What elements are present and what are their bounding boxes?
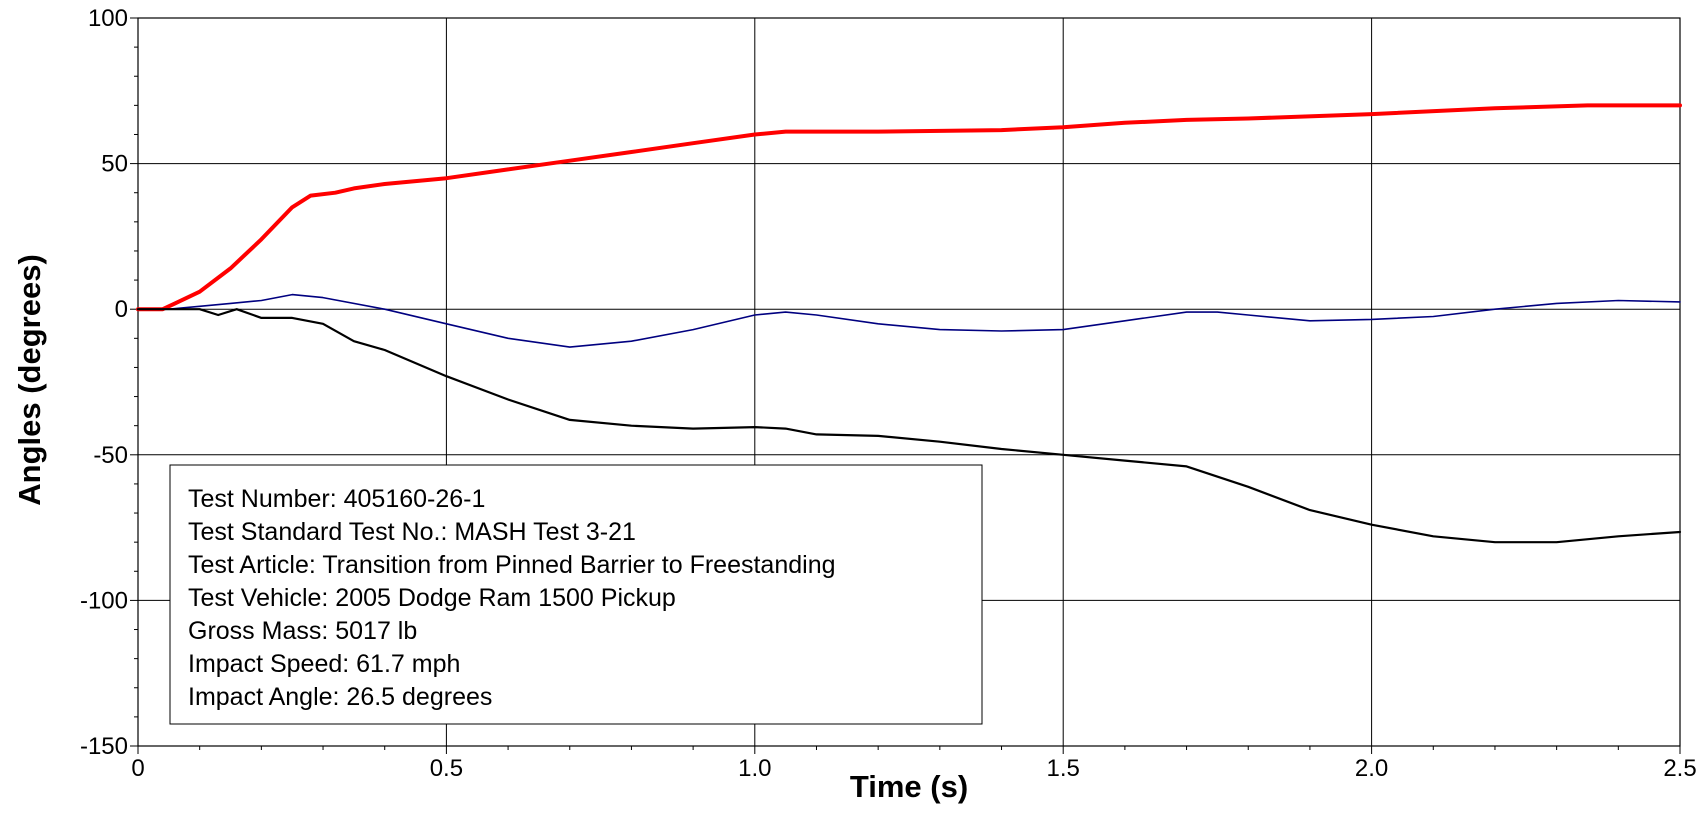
y-tick-label: -150 [80,733,128,760]
info-line-test-article: Test Article: Transition from Pinned Bar… [188,551,836,579]
y-tick-label: 100 [88,5,128,32]
series-line-black [136,308,1682,544]
series-line-red [136,103,1682,312]
y-tick-label: 0 [115,296,128,323]
y-tick-label: -50 [93,442,128,469]
x-tick-label: 2.5 [1663,755,1696,782]
test-info-box: Test Number: 405160-26-1 Test Standard T… [169,464,983,725]
y-axis-title: Angles (degrees) [12,254,47,506]
x-tick-label: 0 [131,755,144,782]
info-line-gross-mass: Gross Mass: 5017 lb [188,617,417,645]
x-tick-label: 0.5 [430,755,463,782]
series-line-blue [137,293,1681,348]
plot-frame [137,17,1681,747]
x-tick-label: 1.0 [738,755,771,782]
info-line-impact-angle: Impact Angle: 26.5 degrees [188,683,492,711]
x-tick-label: 1.5 [1047,755,1080,782]
y-tick-label: 50 [101,151,128,178]
info-line-test-standard: Test Standard Test No.: MASH Test 3-21 [188,518,636,546]
x-tick-label: 2.0 [1355,755,1388,782]
info-box-frame [169,464,983,725]
info-line-test-number: Test Number: 405160-26-1 [188,485,485,513]
series-group [136,103,1682,544]
y-tick-label: -100 [80,587,128,614]
x-axis-title: Time (s) [850,769,968,804]
info-line-test-vehicle: Test Vehicle: 2005 Dodge Ram 1500 Pickup [188,584,676,612]
info-line-impact-speed: Impact Speed: 61.7 mph [188,650,460,678]
